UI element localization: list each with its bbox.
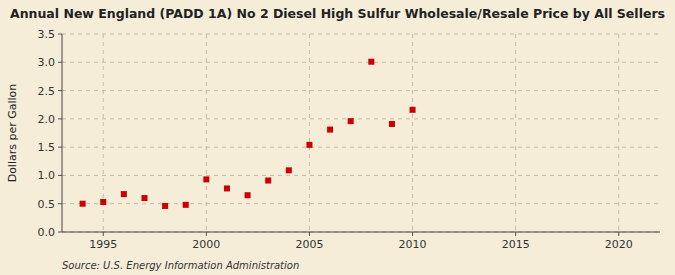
tick [58, 203, 62, 204]
title: Annual New England (PADD 1A) No 2 Diesel… [10, 6, 665, 21]
tick [58, 34, 62, 35]
axis-label: Dollars per Gallon [6, 84, 19, 183]
point [141, 195, 147, 201]
point [286, 167, 292, 173]
point [245, 192, 251, 198]
tick-label: 2.0 [38, 113, 56, 126]
grid-line [412, 34, 413, 232]
point [80, 201, 86, 207]
tick-label: 2020 [605, 238, 633, 251]
point [327, 127, 333, 133]
point [162, 203, 168, 209]
grid-line [62, 232, 660, 233]
source: Source: U.S. Energy Information Administ… [62, 260, 299, 271]
tick [58, 232, 62, 233]
tick-label: 1.0 [38, 169, 56, 182]
tick [515, 232, 516, 236]
point [410, 107, 416, 113]
tick [58, 62, 62, 63]
grid-line [62, 147, 660, 148]
grid-line [62, 34, 660, 35]
point [348, 118, 354, 124]
tick [206, 232, 207, 236]
tick-label: 0.0 [38, 226, 56, 239]
tick-label: 2010 [399, 238, 427, 251]
point [265, 178, 271, 184]
tick-label: 1995 [89, 238, 117, 251]
tick [618, 232, 619, 236]
point [121, 191, 127, 197]
tick-label: 3.5 [38, 28, 56, 41]
tick-label: 2005 [295, 238, 323, 251]
tick [309, 232, 310, 236]
grid-line [309, 34, 310, 232]
tick [58, 118, 62, 119]
tick [58, 175, 62, 176]
grid-line [515, 34, 516, 232]
point [203, 176, 209, 182]
tick-label: 3.0 [38, 56, 56, 69]
grid-line [62, 175, 660, 176]
tick-label: 0.5 [38, 198, 56, 211]
point [306, 142, 312, 148]
tick-label: 1.5 [38, 141, 56, 154]
grid-line [62, 203, 660, 204]
points [80, 59, 416, 209]
tick-label: 2.5 [38, 85, 56, 98]
grid-line [62, 118, 660, 119]
point [368, 59, 374, 65]
x-axis [62, 232, 660, 233]
grid-line [62, 62, 660, 63]
grid-line [618, 34, 619, 232]
point [100, 199, 106, 205]
tick [103, 232, 104, 236]
grid-line [62, 90, 660, 91]
chart: Annual New England (PADD 1A) No 2 Diesel… [0, 0, 675, 275]
point [389, 121, 395, 127]
tick-label: 2015 [502, 238, 530, 251]
y-axis [62, 34, 63, 232]
point [183, 202, 189, 208]
grid-line [206, 34, 207, 232]
point [224, 185, 230, 191]
tick [58, 90, 62, 91]
tick [412, 232, 413, 236]
tick-label: 2000 [192, 238, 220, 251]
tick [58, 147, 62, 148]
